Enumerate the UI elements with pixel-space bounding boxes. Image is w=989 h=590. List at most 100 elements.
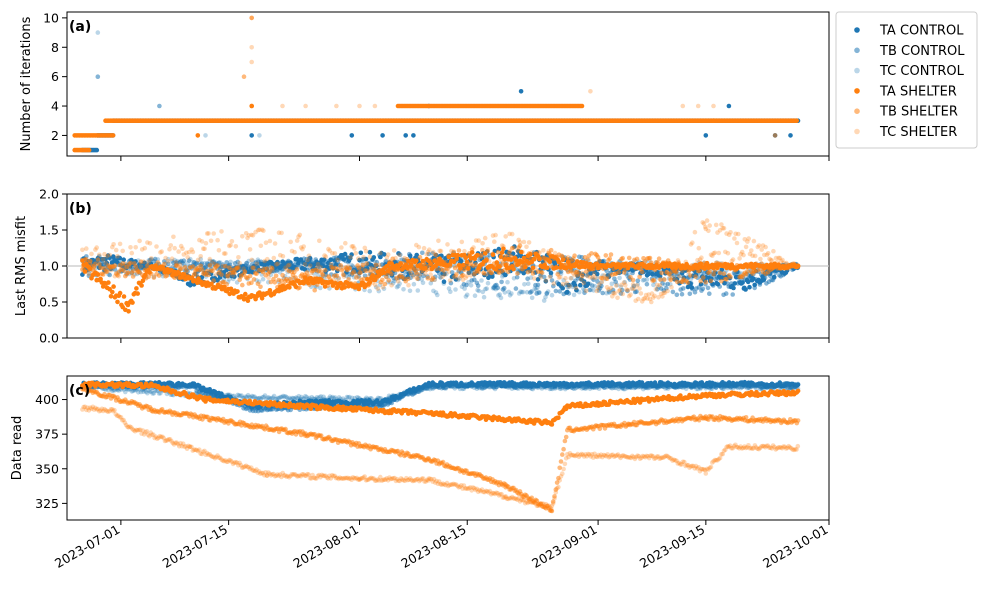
data-point [224, 281, 229, 287]
data-point [188, 265, 193, 270]
data-point [212, 262, 218, 267]
data-point [301, 244, 307, 249]
data-point [406, 282, 411, 288]
data-point [788, 133, 793, 138]
data-point [203, 240, 209, 246]
data-point [504, 258, 510, 263]
data-point [359, 265, 365, 270]
data-point [763, 244, 768, 250]
data-point [453, 277, 459, 282]
panel-b: 0.00.51.01.52.0 (b) Last RMS misfit [14, 187, 830, 346]
panel-b-ytick-label: 1.0 [39, 259, 59, 274]
data-point [543, 279, 549, 284]
data-point [202, 261, 207, 266]
data-point [515, 248, 520, 253]
data-point [184, 268, 189, 274]
data-point [306, 253, 312, 259]
data-point [704, 264, 710, 270]
data-point [662, 282, 668, 288]
data-point [380, 284, 386, 290]
data-point [513, 286, 519, 291]
data-point [593, 275, 598, 280]
data-point [577, 289, 582, 295]
data-point [420, 263, 426, 269]
data-point [455, 276, 461, 281]
data-point [116, 274, 122, 279]
data-point [479, 254, 484, 259]
data-point [637, 286, 642, 291]
data-point [219, 272, 224, 277]
data-point [237, 260, 242, 266]
data-point [273, 273, 279, 279]
data-point [781, 272, 786, 278]
data-point [189, 276, 194, 281]
data-point [447, 278, 453, 283]
data-point [194, 273, 200, 278]
data-point [389, 271, 394, 277]
data-point [567, 283, 572, 289]
data-point [630, 277, 636, 283]
panel-b-ytick-label: 0.5 [39, 295, 59, 310]
data-point [172, 245, 177, 251]
data-point [365, 268, 370, 274]
data-point [324, 274, 330, 280]
data-point [325, 283, 331, 289]
data-point [94, 147, 100, 153]
data-point [211, 278, 216, 283]
data-point [699, 255, 704, 260]
data-point [511, 276, 517, 281]
data-point [135, 291, 140, 296]
data-point [662, 277, 667, 282]
data-point [707, 269, 712, 275]
data-point [341, 274, 347, 279]
data-point [313, 257, 319, 262]
data-point [521, 239, 527, 245]
data-point [233, 244, 239, 249]
data-point [261, 228, 266, 233]
data-point [430, 249, 436, 255]
data-point [609, 281, 615, 287]
data-point [794, 118, 799, 123]
data-point [395, 278, 401, 284]
data-point [503, 234, 509, 239]
data-point [636, 261, 641, 267]
data-point [578, 282, 583, 288]
data-point [385, 252, 391, 257]
panel-a-ytick-label: 6 [51, 69, 59, 84]
data-point [484, 286, 490, 291]
data-point [110, 289, 115, 295]
data-point [675, 258, 681, 263]
data-point [711, 118, 716, 123]
data-point [421, 245, 427, 251]
data-point [103, 260, 109, 266]
data-point [258, 284, 263, 290]
data-point [310, 280, 316, 285]
data-point [563, 276, 568, 281]
data-point [242, 270, 248, 275]
data-point [156, 266, 162, 272]
data-point [337, 283, 343, 289]
data-point [391, 248, 397, 253]
data-point [690, 240, 695, 245]
data-point [99, 265, 105, 271]
data-point [417, 271, 423, 277]
data-point [751, 238, 757, 244]
data-point [402, 255, 407, 261]
data-point [157, 103, 162, 109]
data-point [417, 254, 423, 260]
data-point [367, 288, 373, 294]
data-point [545, 256, 550, 262]
data-point [545, 289, 551, 294]
data-point [615, 295, 620, 301]
data-point [602, 263, 607, 269]
data-point [324, 279, 329, 285]
data-point [448, 289, 453, 295]
data-point [352, 281, 358, 286]
data-point [659, 270, 664, 276]
data-point [254, 261, 260, 267]
data-point [628, 292, 633, 298]
data-point [704, 218, 710, 223]
data-point [682, 266, 687, 271]
data-point [133, 245, 138, 250]
data-point [476, 238, 482, 243]
